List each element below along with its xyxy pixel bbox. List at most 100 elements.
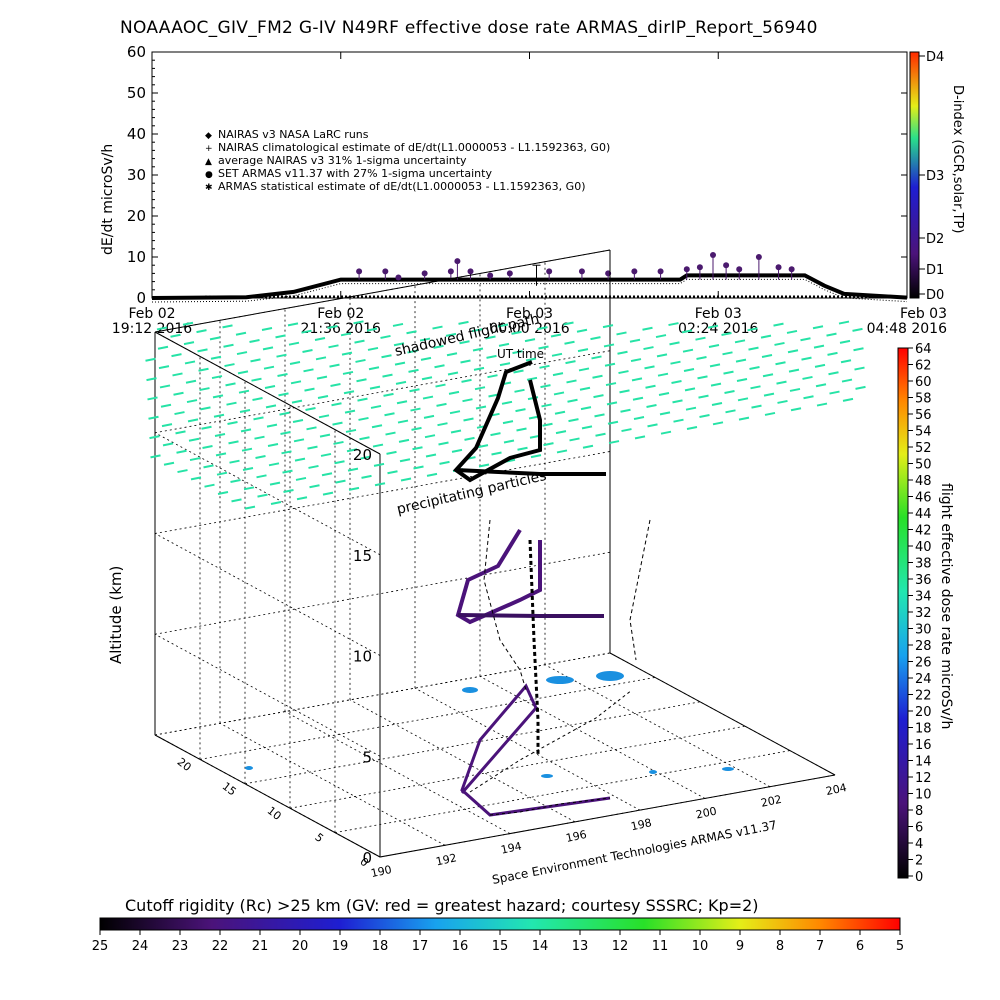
precip-dash <box>241 447 253 452</box>
precip-dash <box>763 392 775 397</box>
precip-dash <box>685 406 697 411</box>
precip-dash <box>498 342 510 347</box>
dose-rate-colorbar: 0246810121416182022242628303234363840424… <box>897 342 954 885</box>
longitude-tick-label: 196 <box>565 828 588 845</box>
precip-dash <box>267 443 279 447</box>
precip-dash <box>238 389 250 394</box>
top-x-tick-date: Feb 02 <box>128 306 175 322</box>
precip-dash <box>268 462 280 467</box>
measure-point <box>454 258 461 265</box>
precip-dash <box>236 351 248 356</box>
altitude-axis-label: Altitude (km) <box>107 566 125 664</box>
precip-dash <box>409 388 420 393</box>
flight-path-track <box>453 360 651 755</box>
precip-dash <box>595 432 606 437</box>
precip-dash <box>618 370 629 375</box>
rigidity-colorbar-tick-label: 7 <box>816 939 824 954</box>
precip-dash <box>681 329 693 334</box>
precip-dash <box>475 405 487 410</box>
precip-dash <box>491 451 502 456</box>
measure-point <box>506 270 513 277</box>
rigidity-colorbar-tick-label: 24 <box>132 939 149 954</box>
precip-dash <box>303 368 314 373</box>
precip-dash <box>222 324 233 329</box>
longitude-tick-label: 202 <box>760 793 783 810</box>
top-x-tick-date: Feb 03 <box>695 306 742 322</box>
dose-colorbar-tick-label: 16 <box>915 738 932 753</box>
precip-dash <box>499 362 511 367</box>
dose-colorbar-tick-label: 0 <box>915 870 923 885</box>
precip-dash <box>203 464 214 469</box>
dose-colorbar-tick-label: 14 <box>915 755 932 770</box>
precip-dash <box>582 444 594 449</box>
precip-dash <box>396 400 408 405</box>
altitude-tick-label: 20 <box>353 446 372 464</box>
precip-dash <box>563 321 574 326</box>
rigidity-colorbar-tick-label: 20 <box>292 939 309 954</box>
precip-patch <box>462 687 478 693</box>
precip-dash <box>334 460 345 465</box>
precip-dash <box>449 410 461 415</box>
precip-dash <box>309 484 320 489</box>
precip-dash <box>318 414 330 419</box>
precip-dash <box>175 430 186 435</box>
floor-gridline <box>244 701 701 785</box>
floor-gridline <box>154 652 611 736</box>
precip-dash <box>446 352 458 357</box>
precip-dash <box>644 365 655 370</box>
precip-dash <box>327 325 338 329</box>
precip-dash <box>629 338 641 343</box>
precip-dash <box>812 325 824 330</box>
precip-dash <box>707 324 719 329</box>
precip-dash <box>695 336 706 341</box>
dose-colorbar-tick-label: 6 <box>915 821 923 836</box>
precip-dash <box>380 334 391 339</box>
precip-dash <box>257 493 268 498</box>
precip-dash <box>671 380 682 385</box>
precip-dash <box>539 364 550 369</box>
precip-dash <box>421 376 433 381</box>
precip-dash <box>183 341 195 346</box>
top-legend: ◆ NAIRAS v3 NASA LaRC runs + NAIRAS climato… <box>205 128 610 193</box>
precip-dash <box>356 378 367 383</box>
precip-dash <box>800 337 811 342</box>
precip-dash <box>186 399 198 404</box>
precip-dash <box>722 351 733 356</box>
precip-dash <box>734 339 746 344</box>
precip-dash <box>656 353 668 358</box>
precip-dash <box>171 353 182 358</box>
precip-dash <box>591 355 602 360</box>
dose-colorbar-tick-label: 62 <box>915 359 932 374</box>
precip-dash <box>697 375 708 380</box>
precip-dash <box>709 363 721 368</box>
precip-dash <box>432 325 443 330</box>
precip-dash <box>645 384 656 389</box>
precip-dash <box>460 359 471 364</box>
precip-dash <box>400 477 412 482</box>
precip-dash <box>838 320 850 325</box>
precip-dash <box>501 400 513 405</box>
precip-dash <box>384 412 395 417</box>
dose-colorbar-tick-label: 36 <box>915 573 932 588</box>
precip-dash <box>235 331 247 336</box>
precip-dash <box>269 481 281 486</box>
rigidity-colorbar-tick-label: 23 <box>172 939 189 954</box>
precip-dash <box>450 429 462 434</box>
precip-dash <box>458 320 469 325</box>
precip-dash <box>292 418 304 423</box>
precip-dash <box>487 374 498 379</box>
legend-label: NAIRAS v3 NASA LaRC runs <box>218 128 369 141</box>
precip-dash <box>517 446 528 451</box>
precip-dash <box>145 357 156 362</box>
precip-dash <box>161 423 173 428</box>
measure-point <box>356 268 363 275</box>
precip-dash <box>228 440 239 445</box>
precip-dash <box>319 433 331 438</box>
precip-dash <box>566 379 577 384</box>
precip-dash <box>224 363 235 368</box>
dose-colorbar-tick-label: 46 <box>915 491 932 506</box>
precip-dash <box>541 403 552 408</box>
precip-dash <box>422 395 434 400</box>
precip-dash <box>262 346 274 351</box>
precip-dash <box>170 333 181 338</box>
